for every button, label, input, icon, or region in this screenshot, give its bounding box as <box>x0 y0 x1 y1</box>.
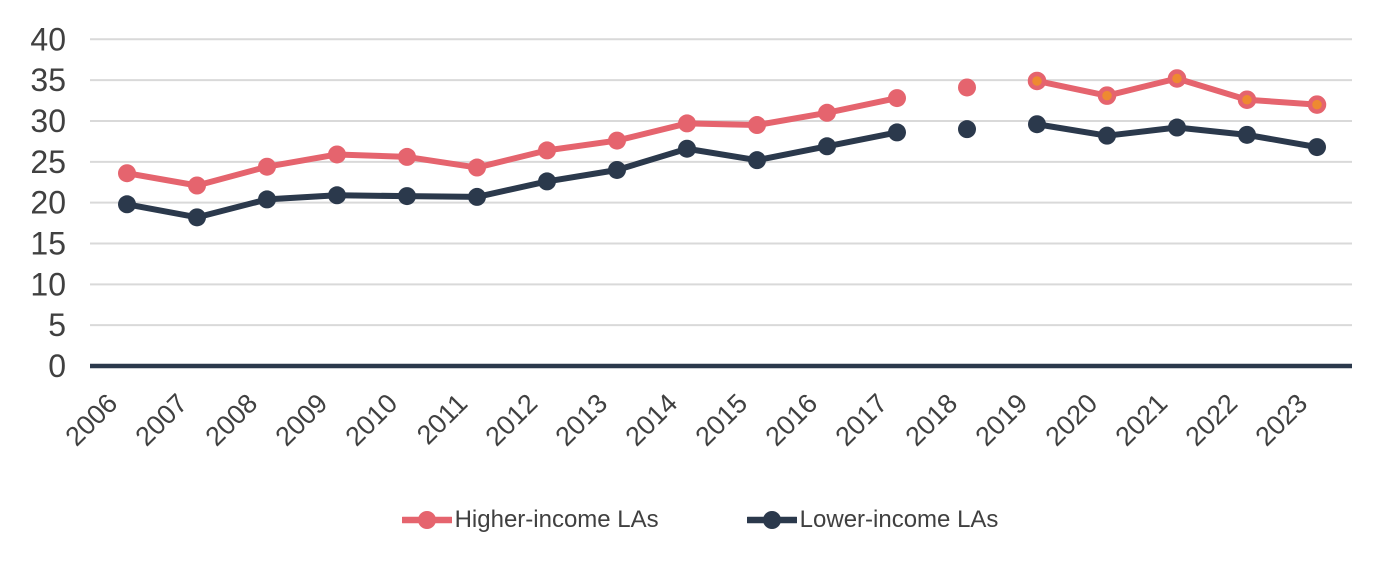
data-point-higher-income-las-2022 <box>1237 90 1257 109</box>
data-point-lower-income-las-2012 <box>538 172 556 191</box>
chart-legend: Higher-income LAs Lower-income LAs <box>0 478 1400 562</box>
x-tick-label: 2021 <box>1110 388 1174 452</box>
data-point-lower-income-las-2018 <box>958 120 976 139</box>
data-point-lower-income-las-2011 <box>468 187 486 206</box>
x-tick-label: 2009 <box>270 388 334 452</box>
data-point-lower-income-las-2007 <box>188 208 206 227</box>
y-tick-label: 30 <box>30 103 66 139</box>
data-point-lower-income-las-2022 <box>1238 125 1256 144</box>
x-tick-label: 2014 <box>620 388 684 452</box>
x-tick-label: 2015 <box>690 388 754 452</box>
legend-label: Higher-income LAs <box>454 506 659 533</box>
x-tick-label: 2016 <box>760 388 824 452</box>
plot-area: 0 5 10 15 20 25 30 35 40 2006 2007 2008 2009 2010 2011… <box>30 21 1352 452</box>
y-tick-label: 0 <box>48 348 66 384</box>
data-point-lower-income-las-2010 <box>398 187 416 206</box>
data-point-lower-income-las-2019 <box>1028 115 1046 134</box>
y-tick-label: 40 <box>30 21 66 57</box>
data-point-higher-income-las-2006 <box>118 164 136 183</box>
data-point-higher-income-las-2009 <box>328 145 346 164</box>
data-point-higher-income-las-2018 <box>958 78 976 97</box>
data-point-lower-income-las-2015 <box>748 151 766 170</box>
x-tick-label: 2017 <box>830 388 894 452</box>
data-point-lower-income-las-2009 <box>328 186 346 205</box>
legend-marker-icon <box>401 511 452 529</box>
data-point-higher-income-las-2012 <box>538 141 556 160</box>
series-line-lower-income-las <box>124 129 900 221</box>
x-tick-label: 2012 <box>480 388 544 452</box>
y-tick-label: 25 <box>30 144 66 180</box>
data-point-lower-income-las-2020 <box>1098 126 1116 145</box>
x-tick-label: 2018 <box>900 388 964 452</box>
data-point-lower-income-las-2016 <box>818 137 836 156</box>
data-point-lower-income-las-2013 <box>608 160 626 179</box>
data-point-higher-income-las-2008 <box>258 157 276 176</box>
series-line-higher-income-las <box>124 95 900 189</box>
data-point-higher-income-las-2013 <box>608 131 626 150</box>
y-tick-label: 35 <box>30 62 66 98</box>
data-point-higher-income-las-2011 <box>468 158 486 177</box>
data-point-lower-income-las-2006 <box>118 195 136 214</box>
y-tick-label: 20 <box>30 185 66 221</box>
x-tick-label: 2023 <box>1250 388 1314 452</box>
x-tick-label: 2006 <box>60 388 124 452</box>
x-tick-label: 2022 <box>1180 388 1244 452</box>
x-tick-label: 2008 <box>200 388 264 452</box>
data-point-lower-income-las-2021 <box>1168 118 1186 137</box>
x-tick-label: 2010 <box>340 388 404 452</box>
x-tick-label: 2019 <box>970 388 1034 452</box>
data-point-higher-income-las-2020 <box>1097 86 1117 105</box>
data-point-higher-income-las-2010 <box>398 147 416 166</box>
y-tick-label: 15 <box>30 225 66 261</box>
data-point-higher-income-las-2019 <box>1027 71 1047 91</box>
data-point-higher-income-las-2007 <box>188 176 206 195</box>
y-tick-label: 5 <box>48 307 66 343</box>
data-point-lower-income-las-2008 <box>258 190 276 209</box>
data-point-lower-income-las-2014 <box>678 139 696 158</box>
data-point-higher-income-las-2021 <box>1167 69 1187 88</box>
data-point-higher-income-las-2017 <box>888 89 906 108</box>
legend-item-lower-income-las: Lower-income LAs <box>746 506 999 534</box>
data-point-lower-income-las-2023 <box>1308 138 1326 157</box>
data-point-higher-income-las-2023 <box>1307 95 1327 114</box>
data-point-higher-income-las-2014 <box>678 114 696 133</box>
y-tick-label: 10 <box>30 266 66 302</box>
x-tick-label: 2020 <box>1040 388 1104 452</box>
legend-item-higher-income-las: Higher-income LAs <box>401 506 659 534</box>
x-tick-label: 2011 <box>411 388 473 450</box>
data-point-higher-income-las-2015 <box>748 116 766 135</box>
data-point-lower-income-las-2017 <box>888 123 906 142</box>
x-tick-label: 2013 <box>550 388 614 452</box>
data-point-higher-income-las-2016 <box>818 103 836 122</box>
legend-label: Lower-income LAs <box>799 506 999 533</box>
legend-marker-icon <box>746 511 797 529</box>
x-tick-label: 2007 <box>130 388 194 452</box>
